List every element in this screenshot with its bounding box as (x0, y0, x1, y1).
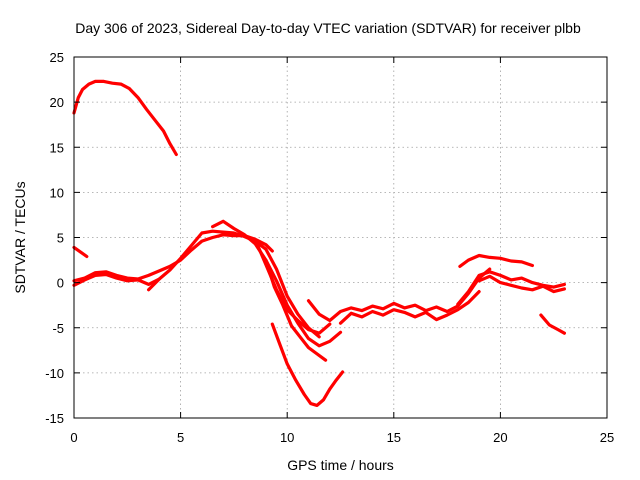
series-arc-lowstart (72, 272, 161, 287)
series-arc-mid (306, 267, 492, 323)
x-axis-label: GPS time / hours (287, 457, 394, 473)
series-arc-dip3 (264, 258, 328, 362)
x-tick-label: 10 (280, 430, 294, 445)
series-arc-peak (147, 229, 321, 339)
series-arc-dip2 (255, 243, 332, 335)
x-tick-label: 5 (177, 430, 184, 445)
series-arc-late-high (458, 253, 535, 268)
y-axis-label: SDTVAR / TECUs (12, 181, 28, 293)
x-tick-label: 15 (387, 430, 401, 445)
x-tick-label: 20 (493, 430, 507, 445)
y-tick-label: 10 (50, 185, 64, 200)
y-tick-label: 20 (50, 95, 64, 110)
y-tick-label: -10 (45, 366, 64, 381)
series-arc-early (72, 245, 89, 259)
series-arc-late2 (477, 274, 567, 294)
y-tick-label: 15 (50, 140, 64, 155)
series-arc-high (72, 79, 178, 157)
y-tick-label: -15 (45, 411, 64, 426)
series-arc-dip1 (211, 219, 343, 348)
x-tick-label: 25 (600, 430, 614, 445)
y-tick-label: 5 (57, 231, 64, 246)
y-tick-label: -5 (52, 321, 64, 336)
x-tick-label: 0 (70, 430, 77, 445)
chart-title: Day 306 of 2023, Sidereal Day-to-day VTE… (75, 20, 581, 36)
series-arc-end (539, 313, 567, 335)
y-tick-label: 25 (50, 50, 64, 65)
series-arc-late (456, 270, 567, 306)
y-tick-label: 0 (57, 276, 64, 291)
series-arc-mid2 (338, 290, 481, 325)
tick-layer: 0 5 10 15 20 25 -15 -10 -5 0 5 10 15 20 25 (45, 50, 614, 445)
grid-layer (74, 57, 607, 418)
series-arc-deep (270, 322, 345, 407)
series-layer (72, 79, 567, 407)
